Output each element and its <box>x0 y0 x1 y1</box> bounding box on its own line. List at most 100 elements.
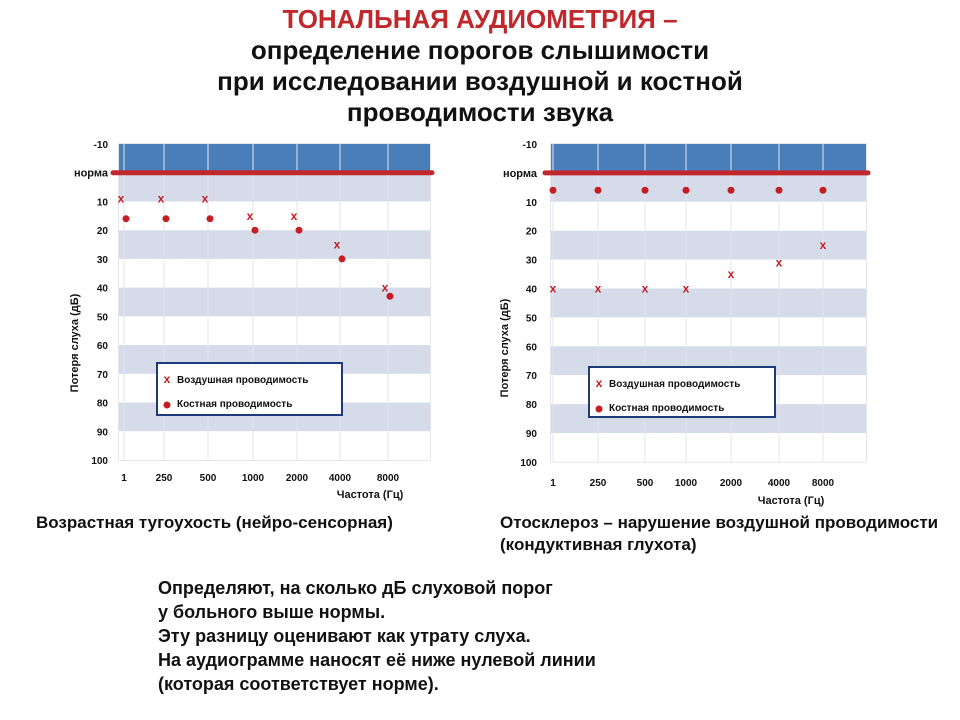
left-bone-conduction-point <box>206 215 214 223</box>
left-air-conduction-point: x <box>158 192 165 206</box>
right-x-axis-title: Частота (Гц) <box>758 495 825 507</box>
left-y-tick-label: 10 <box>97 197 109 208</box>
note-line-4: На аудиограмме наносят её ниже нулевой л… <box>158 650 596 670</box>
right-band-stripe <box>551 288 866 318</box>
left-band-stripe <box>119 258 430 288</box>
left-y-tick-label: 80 <box>97 399 109 410</box>
note-line-3: Эту разницу оценивают как утрату слуха. <box>158 626 531 646</box>
right-y-tick-label: 90 <box>526 429 538 440</box>
left-y-tick-label: -10 <box>94 140 109 151</box>
right-x-tick-label: 250 <box>590 478 607 489</box>
left-y-tick-label: норма <box>74 168 109 180</box>
right-bone-conduction-point <box>775 186 783 194</box>
left-legend-label: Воздушная проводимость <box>177 375 308 386</box>
left-air-conduction-point: x <box>202 192 209 206</box>
left-x-tick-label: 2000 <box>286 473 309 484</box>
left-y-tick-label: 60 <box>97 341 109 352</box>
title-line-1: ТОНАЛЬНАЯ АУДИОМЕТРИЯ – <box>282 4 678 34</box>
right-band-stripe <box>551 201 866 231</box>
left-band-stripe <box>119 201 430 231</box>
left-band-stripe <box>119 316 430 346</box>
right-y-tick-label: -10 <box>523 140 538 151</box>
left-air-conduction-point: x <box>334 238 341 252</box>
right-norm-band <box>551 144 866 173</box>
left-y-tick-label: 40 <box>97 284 109 295</box>
right-x-tick-label: 4000 <box>768 478 791 489</box>
title-line-3: при исследовании воздушной и костной <box>217 66 743 96</box>
right-bone-conduction-point <box>682 186 690 194</box>
right-legend-bone-marker <box>595 405 603 413</box>
left-x-tick-label: 500 <box>200 473 217 484</box>
left-air-conduction-point: x <box>118 192 125 206</box>
left-x-tick-label: 1000 <box>242 473 265 484</box>
right-bone-conduction-point <box>641 186 649 194</box>
left-y-axis-title: Потеря слуха (дБ) <box>69 293 81 392</box>
left-y-tick-label: 90 <box>97 427 109 438</box>
right-air-conduction-point: x <box>728 267 735 281</box>
right-band-stripe <box>551 172 866 202</box>
right-y-tick-label: 10 <box>526 198 538 209</box>
left-x-axis-title: Частота (Гц) <box>337 489 404 501</box>
right-bone-conduction-point <box>549 186 557 194</box>
left-air-conduction-point: x <box>247 209 254 223</box>
right-y-tick-label: 80 <box>526 400 538 411</box>
left-y-tick-label: 70 <box>97 370 109 381</box>
left-bone-conduction-point <box>251 226 259 234</box>
right-band-stripe <box>551 230 866 260</box>
right-y-axis-title: Потеря слуха (дБ) <box>499 298 511 397</box>
right-y-tick-label: 100 <box>520 458 537 469</box>
left-x-tick-label: 1 <box>121 473 127 484</box>
right-x-tick-label: 1 <box>550 478 556 489</box>
left-band-stripe <box>119 431 430 461</box>
right-y-tick-label: 60 <box>526 342 538 353</box>
left-y-tick-label: 100 <box>91 456 108 467</box>
right-y-tick-label: 50 <box>526 313 538 324</box>
left-x-tick-label: 250 <box>156 473 173 484</box>
right-air-conduction-point: x <box>683 282 690 296</box>
audiogram-right: -10 норма 10 20 30 40 50 60 70 80 90 100 1 250 500 1000… <box>478 138 878 514</box>
right-legend-box <box>588 366 776 418</box>
note-line-2: у больного выше нормы. <box>158 602 386 622</box>
title-line-2: определение порогов слышимости <box>250 35 710 65</box>
left-bone-conduction-point <box>386 292 394 300</box>
right-y-tick-label: 20 <box>526 227 538 238</box>
right-y-tick-label: 30 <box>526 256 538 267</box>
left-bone-conduction-point <box>338 255 346 263</box>
right-bone-conduction-point <box>727 186 735 194</box>
right-band-stripe <box>551 259 866 289</box>
right-legend-air-marker: x <box>596 376 603 390</box>
right-bone-conduction-point <box>594 186 602 194</box>
left-band-stripe <box>119 287 430 317</box>
right-legend-label: Воздушная проводимость <box>609 379 740 390</box>
left-air-conduction-point: x <box>382 281 389 295</box>
caption-right: Отосклероз – нарушение воздушной проводи… <box>500 513 939 554</box>
explanation-text: Определяют, на сколько дБ слуховой порог… <box>158 576 858 696</box>
right-legend-label: Костная проводимость <box>609 403 724 414</box>
left-bone-conduction-point <box>122 215 130 223</box>
left-y-tick-label: 20 <box>97 226 109 237</box>
left-bone-conduction-point <box>162 215 170 223</box>
right-y-tick-label: 40 <box>526 285 538 296</box>
right-air-conduction-point: x <box>776 255 783 269</box>
right-y-tick-label: норма <box>503 168 538 180</box>
right-bone-conduction-point <box>819 186 827 194</box>
left-y-tick-label: 50 <box>97 312 109 323</box>
right-x-tick-label: 1000 <box>675 478 698 489</box>
left-bone-conduction-point <box>295 226 303 234</box>
right-air-conduction-point: x <box>550 282 557 296</box>
audiogram-left: -10 норма 10 20 30 40 50 60 70 80 90 100 1 250 500 1000… <box>40 138 450 508</box>
left-x-tick-label: 8000 <box>377 473 400 484</box>
right-x-tick-label: 2000 <box>720 478 743 489</box>
caption-left: Возрастная тугоухость (нейро-сенсорная) <box>36 513 393 532</box>
note-line-1: Определяют, на сколько дБ слуховой порог <box>158 578 553 598</box>
left-legend-box <box>156 362 343 416</box>
right-band-stripe <box>551 433 866 462</box>
left-y-tick-label: 30 <box>97 255 109 266</box>
right-air-conduction-point: x <box>595 282 602 296</box>
left-x-tick-label: 4000 <box>329 473 352 484</box>
left-band-stripe <box>119 172 430 202</box>
right-band-stripe <box>551 317 866 347</box>
right-air-conduction-point: x <box>642 282 649 296</box>
left-air-conduction-point: x <box>291 209 298 223</box>
note-line-5: (которая соответствует норме). <box>158 674 439 694</box>
